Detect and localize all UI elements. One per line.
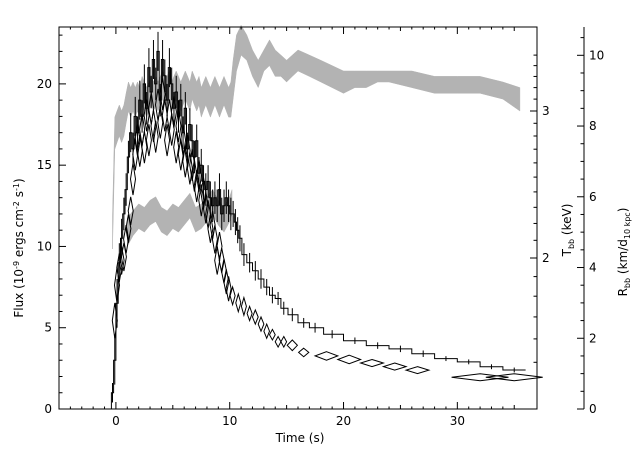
temperature-bands bbox=[112, 24, 521, 250]
radius-diamond bbox=[145, 124, 152, 157]
r-bb-axis: 0 2 4 6 8 10 bbox=[577, 27, 604, 416]
y-tick-label: 5 bbox=[44, 321, 52, 335]
radius-diamond bbox=[175, 110, 182, 143]
radius-diamond bbox=[207, 214, 214, 243]
radius-diamond bbox=[186, 152, 193, 185]
radius-diamond bbox=[116, 253, 123, 282]
radius-diamond bbox=[225, 276, 232, 302]
radius-diamond bbox=[263, 322, 271, 340]
radius-diamond bbox=[485, 373, 543, 382]
radius-diamond bbox=[235, 292, 242, 314]
x-axis-label: Time (s) bbox=[275, 431, 325, 445]
radius-diamond bbox=[313, 351, 340, 361]
radius-diamond bbox=[280, 335, 288, 349]
radius-diamond bbox=[143, 99, 150, 132]
radius-diamond bbox=[191, 159, 198, 192]
x-tick-label: 0 bbox=[112, 414, 120, 428]
radius-diamond bbox=[381, 362, 408, 371]
radius-diamond bbox=[268, 328, 276, 342]
radius-diamond bbox=[123, 225, 130, 254]
radius-diamond bbox=[136, 134, 143, 167]
radius-diamond bbox=[216, 232, 223, 261]
radius-diamond bbox=[134, 124, 141, 157]
radius-diamond bbox=[132, 138, 139, 171]
r-bb-tick-label: 10 bbox=[589, 48, 604, 62]
x-tick-label: 10 bbox=[222, 414, 237, 428]
r-bb-tick-label: 2 bbox=[589, 331, 597, 345]
t-bb-axis: 23 bbox=[530, 54, 550, 363]
x-axis-ticks: 0 10 20 30 bbox=[58, 27, 515, 428]
radius-diamond bbox=[182, 145, 189, 178]
radius-diamond bbox=[189, 148, 196, 181]
radius-diamond bbox=[336, 354, 363, 365]
y-axis-ticks: 0 5 10 15 20 bbox=[37, 34, 66, 416]
r-bb-tick-label: 0 bbox=[589, 402, 597, 416]
radius-diamond bbox=[157, 106, 164, 139]
radius-diamond bbox=[118, 246, 125, 275]
radius-diamond bbox=[274, 335, 282, 349]
radius-diamond bbox=[173, 131, 180, 164]
radius-diamond bbox=[257, 315, 265, 333]
t-bb-tick-label: 3 bbox=[542, 104, 550, 118]
radius-diamond bbox=[127, 196, 134, 226]
radius-diamond bbox=[229, 285, 236, 307]
radius-diamond bbox=[170, 95, 177, 128]
radius-diamond bbox=[150, 110, 157, 143]
r-bb-tick-label: 4 bbox=[589, 261, 597, 275]
radius-diamond bbox=[164, 124, 171, 157]
radius-diamonds bbox=[111, 78, 543, 382]
t-bb-tick-label: 2 bbox=[542, 251, 550, 265]
x-tick-label: 30 bbox=[450, 414, 465, 428]
radius-diamond bbox=[404, 366, 431, 375]
radius-diamond bbox=[159, 78, 166, 111]
y-tick-label: 0 bbox=[44, 402, 52, 416]
radius-diamond bbox=[358, 358, 386, 368]
r-bb-tick-label: 8 bbox=[589, 119, 597, 133]
radius-diamond bbox=[141, 131, 148, 164]
r-bb-axis-label: Rbb (km/d10 kpc) bbox=[616, 208, 632, 297]
radius-diamond bbox=[286, 339, 299, 352]
radius-diamond bbox=[451, 373, 509, 382]
radius-diamond bbox=[240, 295, 247, 318]
y-tick-label: 20 bbox=[37, 77, 52, 91]
y-tick-label: 15 bbox=[37, 158, 52, 172]
radius-diamond bbox=[152, 120, 159, 153]
x-tick-label: 20 bbox=[336, 414, 351, 428]
t-bb-axis-label: Tbb (keV) bbox=[560, 204, 576, 258]
radius-diamond bbox=[129, 163, 137, 196]
radius-diamond bbox=[195, 159, 203, 192]
radius-diamond bbox=[246, 304, 253, 323]
radius-diamond bbox=[297, 347, 310, 358]
r-bb-tick-label: 6 bbox=[589, 190, 597, 204]
radius-diamond bbox=[111, 302, 118, 339]
y-tick-label: 10 bbox=[37, 239, 52, 253]
radius-diamond bbox=[251, 308, 259, 326]
radius-diamond bbox=[193, 170, 200, 203]
y-axis-label: Flux (10-9 ergs cm-2 s-1) bbox=[12, 178, 26, 317]
radius-diamond bbox=[180, 124, 187, 157]
radius-diamond bbox=[198, 184, 205, 217]
radius-diamond bbox=[211, 225, 218, 254]
radius-diamond bbox=[161, 99, 168, 132]
